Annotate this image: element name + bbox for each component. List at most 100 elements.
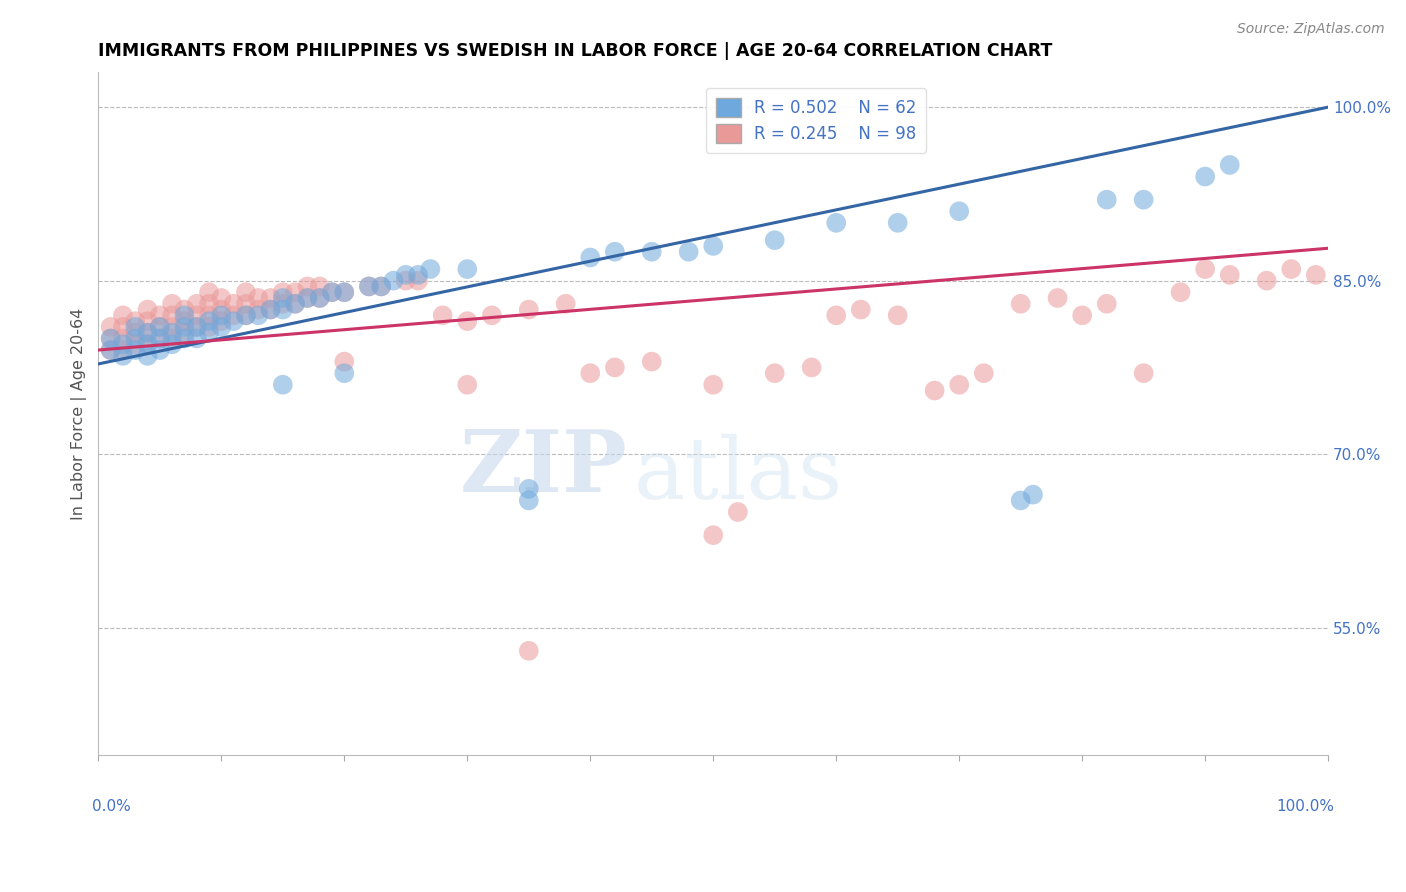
Point bbox=[124, 326, 146, 340]
Point bbox=[173, 319, 195, 334]
Point bbox=[111, 319, 134, 334]
Point bbox=[100, 331, 122, 345]
Point bbox=[406, 274, 429, 288]
Point bbox=[284, 297, 307, 311]
Point bbox=[1219, 268, 1241, 282]
Point bbox=[160, 331, 183, 345]
Point bbox=[235, 285, 257, 300]
Point bbox=[271, 291, 294, 305]
Point bbox=[100, 319, 122, 334]
Point bbox=[271, 297, 294, 311]
Point bbox=[149, 343, 172, 357]
Point bbox=[198, 314, 221, 328]
Point bbox=[209, 291, 232, 305]
Point bbox=[1132, 193, 1154, 207]
Point bbox=[849, 302, 872, 317]
Point bbox=[456, 262, 478, 277]
Point bbox=[297, 291, 319, 305]
Point bbox=[136, 337, 159, 351]
Point bbox=[603, 360, 626, 375]
Point bbox=[1095, 297, 1118, 311]
Point bbox=[186, 319, 208, 334]
Point bbox=[186, 331, 208, 345]
Point bbox=[825, 216, 848, 230]
Point bbox=[763, 233, 786, 247]
Point bbox=[235, 309, 257, 323]
Point bbox=[259, 291, 281, 305]
Point bbox=[222, 314, 245, 328]
Point bbox=[357, 279, 380, 293]
Point bbox=[456, 314, 478, 328]
Point bbox=[160, 337, 183, 351]
Point bbox=[727, 505, 749, 519]
Point bbox=[382, 274, 405, 288]
Point bbox=[136, 314, 159, 328]
Point bbox=[136, 337, 159, 351]
Legend: R = 0.502    N = 62, R = 0.245    N = 98: R = 0.502 N = 62, R = 0.245 N = 98 bbox=[706, 87, 927, 153]
Point bbox=[124, 343, 146, 357]
Point bbox=[603, 244, 626, 259]
Point bbox=[395, 274, 418, 288]
Point bbox=[186, 319, 208, 334]
Point bbox=[678, 244, 700, 259]
Point bbox=[1010, 297, 1032, 311]
Point bbox=[173, 309, 195, 323]
Point bbox=[100, 343, 122, 357]
Point bbox=[235, 309, 257, 323]
Point bbox=[149, 319, 172, 334]
Point bbox=[198, 297, 221, 311]
Point bbox=[333, 354, 356, 368]
Point bbox=[357, 279, 380, 293]
Point bbox=[198, 309, 221, 323]
Point bbox=[1170, 285, 1192, 300]
Point bbox=[271, 377, 294, 392]
Point bbox=[100, 331, 122, 345]
Point bbox=[149, 319, 172, 334]
Text: 100.0%: 100.0% bbox=[1277, 799, 1334, 814]
Point bbox=[641, 354, 664, 368]
Point bbox=[160, 319, 183, 334]
Point bbox=[209, 314, 232, 328]
Point bbox=[136, 349, 159, 363]
Point bbox=[198, 326, 221, 340]
Point bbox=[173, 326, 195, 340]
Point bbox=[124, 314, 146, 328]
Point bbox=[333, 285, 356, 300]
Point bbox=[1095, 193, 1118, 207]
Point bbox=[209, 319, 232, 334]
Point bbox=[308, 291, 330, 305]
Point bbox=[370, 279, 392, 293]
Point bbox=[173, 331, 195, 345]
Text: atlas: atlas bbox=[633, 434, 842, 516]
Y-axis label: In Labor Force | Age 20-64: In Labor Force | Age 20-64 bbox=[72, 308, 87, 520]
Point bbox=[136, 326, 159, 340]
Point bbox=[235, 297, 257, 311]
Point bbox=[297, 291, 319, 305]
Point bbox=[825, 309, 848, 323]
Point bbox=[886, 216, 908, 230]
Point bbox=[1194, 262, 1216, 277]
Point bbox=[149, 331, 172, 345]
Point bbox=[247, 302, 270, 317]
Point bbox=[948, 377, 970, 392]
Point bbox=[247, 291, 270, 305]
Point bbox=[136, 326, 159, 340]
Point bbox=[579, 251, 602, 265]
Point bbox=[419, 262, 441, 277]
Point bbox=[149, 309, 172, 323]
Point bbox=[1305, 268, 1327, 282]
Point bbox=[124, 319, 146, 334]
Point bbox=[321, 285, 343, 300]
Point bbox=[160, 297, 183, 311]
Point bbox=[641, 244, 664, 259]
Point bbox=[222, 309, 245, 323]
Point bbox=[456, 377, 478, 392]
Point bbox=[284, 285, 307, 300]
Point bbox=[763, 366, 786, 380]
Point bbox=[198, 319, 221, 334]
Point bbox=[406, 268, 429, 282]
Text: Source: ZipAtlas.com: Source: ZipAtlas.com bbox=[1237, 22, 1385, 37]
Point bbox=[284, 297, 307, 311]
Point bbox=[1219, 158, 1241, 172]
Point bbox=[333, 366, 356, 380]
